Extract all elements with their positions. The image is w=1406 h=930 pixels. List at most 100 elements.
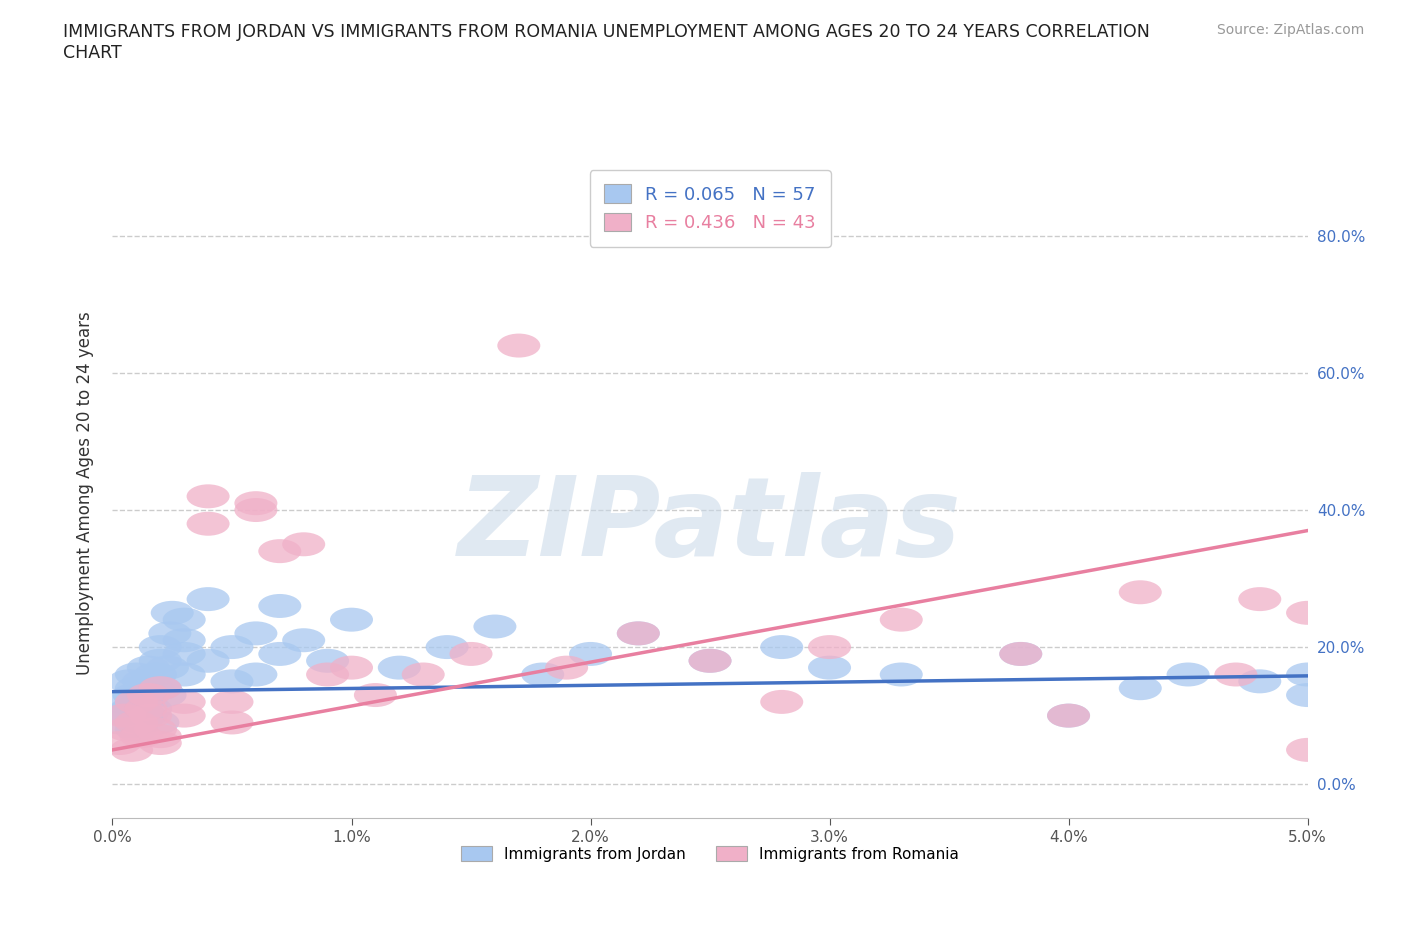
Ellipse shape — [139, 676, 181, 700]
Ellipse shape — [187, 649, 229, 672]
Ellipse shape — [163, 607, 205, 631]
Ellipse shape — [808, 635, 851, 659]
Ellipse shape — [115, 676, 157, 700]
Ellipse shape — [1119, 676, 1161, 700]
Ellipse shape — [235, 491, 277, 515]
Text: IMMIGRANTS FROM JORDAN VS IMMIGRANTS FROM ROMANIA UNEMPLOYMENT AMONG AGES 20 TO : IMMIGRANTS FROM JORDAN VS IMMIGRANTS FRO… — [63, 23, 1150, 62]
Y-axis label: Unemployment Among Ages 20 to 24 years: Unemployment Among Ages 20 to 24 years — [76, 311, 94, 675]
Ellipse shape — [1047, 704, 1090, 727]
Ellipse shape — [127, 683, 170, 707]
Ellipse shape — [139, 731, 181, 755]
Ellipse shape — [689, 649, 731, 672]
Ellipse shape — [115, 711, 157, 735]
Ellipse shape — [115, 717, 157, 741]
Ellipse shape — [235, 621, 277, 645]
Ellipse shape — [1215, 662, 1257, 686]
Ellipse shape — [163, 662, 205, 686]
Ellipse shape — [149, 621, 191, 645]
Ellipse shape — [139, 676, 181, 700]
Ellipse shape — [129, 704, 173, 727]
Ellipse shape — [330, 607, 373, 631]
Ellipse shape — [105, 717, 149, 741]
Ellipse shape — [522, 662, 564, 686]
Ellipse shape — [1047, 704, 1090, 727]
Ellipse shape — [235, 498, 277, 522]
Ellipse shape — [1167, 662, 1209, 686]
Ellipse shape — [146, 656, 188, 680]
Ellipse shape — [808, 656, 851, 680]
Ellipse shape — [134, 717, 177, 741]
Ellipse shape — [115, 662, 157, 686]
Ellipse shape — [283, 532, 325, 556]
Ellipse shape — [283, 629, 325, 652]
Ellipse shape — [143, 683, 187, 707]
Ellipse shape — [98, 731, 141, 755]
Ellipse shape — [136, 711, 180, 735]
Ellipse shape — [617, 621, 659, 645]
Ellipse shape — [163, 704, 205, 727]
Ellipse shape — [354, 683, 396, 707]
Ellipse shape — [120, 690, 163, 714]
Ellipse shape — [105, 704, 149, 727]
Ellipse shape — [546, 656, 588, 680]
Ellipse shape — [402, 662, 444, 686]
Ellipse shape — [129, 697, 173, 721]
Ellipse shape — [1119, 580, 1161, 605]
Ellipse shape — [235, 662, 277, 686]
Ellipse shape — [211, 670, 253, 694]
Ellipse shape — [211, 711, 253, 735]
Ellipse shape — [259, 539, 301, 564]
Ellipse shape — [211, 690, 253, 714]
Ellipse shape — [98, 711, 141, 735]
Ellipse shape — [187, 485, 229, 509]
Ellipse shape — [880, 662, 922, 686]
Ellipse shape — [103, 704, 146, 727]
Ellipse shape — [110, 697, 153, 721]
Ellipse shape — [307, 662, 349, 686]
Ellipse shape — [307, 649, 349, 672]
Ellipse shape — [761, 635, 803, 659]
Ellipse shape — [134, 662, 177, 686]
Ellipse shape — [1000, 642, 1042, 666]
Ellipse shape — [689, 649, 731, 672]
Ellipse shape — [330, 656, 373, 680]
Ellipse shape — [132, 676, 174, 700]
Text: Source: ZipAtlas.com: Source: ZipAtlas.com — [1216, 23, 1364, 37]
Ellipse shape — [569, 642, 612, 666]
Ellipse shape — [259, 642, 301, 666]
Legend: Immigrants from Jordan, Immigrants from Romania: Immigrants from Jordan, Immigrants from … — [454, 838, 966, 870]
Ellipse shape — [163, 642, 205, 666]
Ellipse shape — [122, 670, 165, 694]
Ellipse shape — [474, 615, 516, 639]
Ellipse shape — [1286, 662, 1329, 686]
Ellipse shape — [115, 690, 157, 714]
Ellipse shape — [426, 635, 468, 659]
Ellipse shape — [127, 683, 170, 707]
Ellipse shape — [450, 642, 492, 666]
Ellipse shape — [1286, 601, 1329, 625]
Ellipse shape — [880, 607, 922, 631]
Ellipse shape — [163, 629, 205, 652]
Ellipse shape — [150, 601, 194, 625]
Ellipse shape — [125, 697, 167, 721]
Ellipse shape — [139, 649, 181, 672]
Ellipse shape — [139, 635, 181, 659]
Ellipse shape — [1000, 642, 1042, 666]
Ellipse shape — [761, 690, 803, 714]
Ellipse shape — [112, 683, 156, 707]
Ellipse shape — [498, 334, 540, 357]
Ellipse shape — [1239, 587, 1281, 611]
Ellipse shape — [110, 737, 153, 762]
Ellipse shape — [1286, 683, 1329, 707]
Ellipse shape — [120, 724, 163, 748]
Ellipse shape — [187, 512, 229, 536]
Ellipse shape — [163, 690, 205, 714]
Ellipse shape — [259, 594, 301, 618]
Ellipse shape — [617, 621, 659, 645]
Ellipse shape — [125, 704, 167, 727]
Ellipse shape — [139, 724, 181, 748]
Text: ZIPatlas: ZIPatlas — [458, 472, 962, 579]
Ellipse shape — [211, 635, 253, 659]
Ellipse shape — [1239, 670, 1281, 694]
Ellipse shape — [108, 670, 150, 694]
